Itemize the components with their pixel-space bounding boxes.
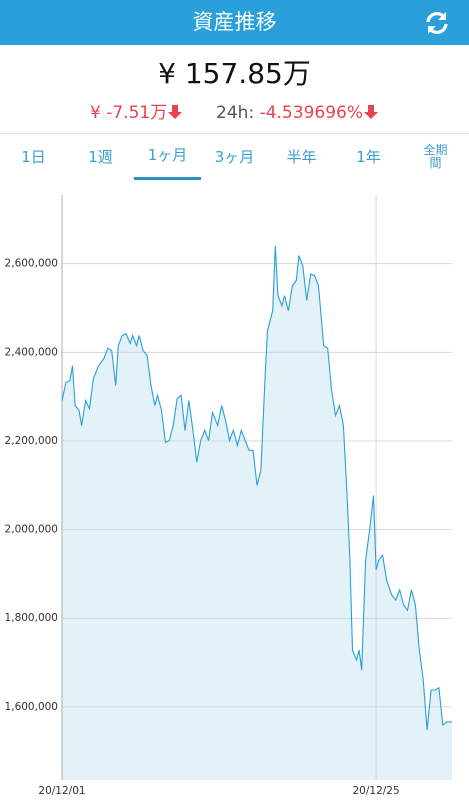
period-tab[interactable]: 1日 [0,134,67,180]
price-line [61,245,452,730]
tab-label: 3ヶ月 [214,147,255,166]
x-tick-label: 20/12/01 [38,785,85,797]
refresh-button[interactable] [424,10,450,36]
change-row: ¥ -7.51万 24h: -4.539696% [0,98,469,123]
period-tab[interactable]: 1年 [335,134,402,180]
period-tab[interactable]: 1週 [67,134,134,180]
y-tick-label: 2,400,000 [5,346,58,358]
y-tick-label: 1,600,000 [5,701,58,713]
area-fill [62,246,452,780]
tab-label: 1日 [21,147,46,166]
down-arrow [168,105,183,119]
change-24h-label: 24h: [216,103,255,123]
change-amount: ¥ -7.51万 [90,103,168,123]
header-title: 資産推移 [192,10,277,34]
y-tick-label: 2,200,000 [5,435,58,447]
period-tabs: 1日 1週 1ヶ月 3ヶ月 半年 1年 全期間 [0,133,469,181]
header: 資産推移 [0,0,469,45]
period-tab[interactable]: 1ヶ月 [134,134,201,180]
period-tab[interactable]: 全期間 [402,134,469,180]
tab-label: 全期間 [423,143,448,170]
total-balance: ¥ 157.85万 [158,57,311,90]
period-tab[interactable]: 半年 [268,134,335,180]
y-tick-label: 2,000,000 [5,524,58,536]
tab-label: 1週 [88,147,113,166]
x-tick-label: 20/12/25 [353,785,400,797]
tab-label: 1ヶ月 [147,146,188,164]
period-tab[interactable]: 3ヶ月 [201,134,268,180]
change-24h: -4.539696% [259,103,363,123]
tab-label: 1年 [356,147,381,166]
tab-label: 半年 [286,147,317,166]
y-tick-label: 2,600,000 [5,258,58,270]
down-arrow [363,105,378,119]
y-tick-label: 1,800,000 [5,612,58,624]
